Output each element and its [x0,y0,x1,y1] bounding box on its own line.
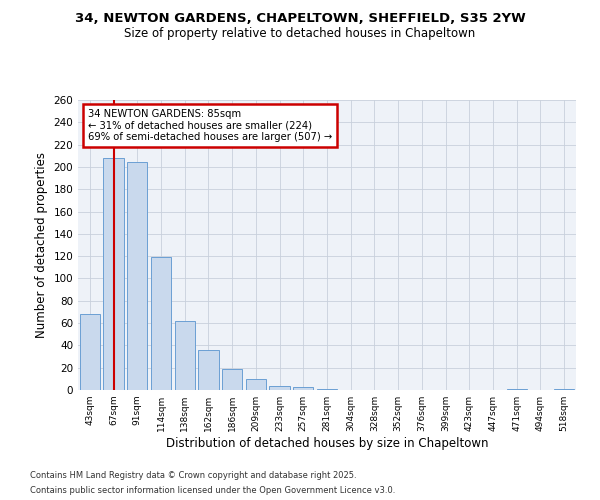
Bar [293,386,313,390]
Text: 34 NEWTON GARDENS: 85sqm
← 31% of detached houses are smaller (224)
69% of semi-: 34 NEWTON GARDENS: 85sqm ← 31% of detach… [88,108,332,142]
Y-axis label: Number of detached properties: Number of detached properties [35,152,48,338]
Bar [127,162,148,390]
Bar [554,389,574,390]
Bar [103,158,124,390]
Bar [246,379,266,390]
Bar [317,389,337,390]
Bar [222,369,242,390]
X-axis label: Distribution of detached houses by size in Chapeltown: Distribution of detached houses by size … [166,437,488,450]
Bar [80,314,100,390]
Text: Contains public sector information licensed under the Open Government Licence v3: Contains public sector information licen… [30,486,395,495]
Text: Contains HM Land Registry data © Crown copyright and database right 2025.: Contains HM Land Registry data © Crown c… [30,471,356,480]
Bar [269,386,290,390]
Bar [151,258,171,390]
Bar [506,389,527,390]
Text: 34, NEWTON GARDENS, CHAPELTOWN, SHEFFIELD, S35 2YW: 34, NEWTON GARDENS, CHAPELTOWN, SHEFFIEL… [74,12,526,26]
Bar [199,350,218,390]
Text: Size of property relative to detached houses in Chapeltown: Size of property relative to detached ho… [124,28,476,40]
Bar [175,321,195,390]
